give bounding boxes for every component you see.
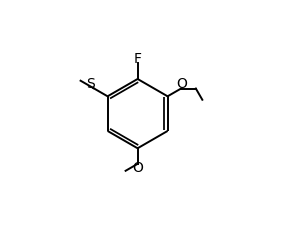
Text: O: O (177, 77, 188, 91)
Text: F: F (134, 52, 142, 66)
Text: O: O (132, 161, 143, 175)
Text: S: S (86, 77, 95, 91)
